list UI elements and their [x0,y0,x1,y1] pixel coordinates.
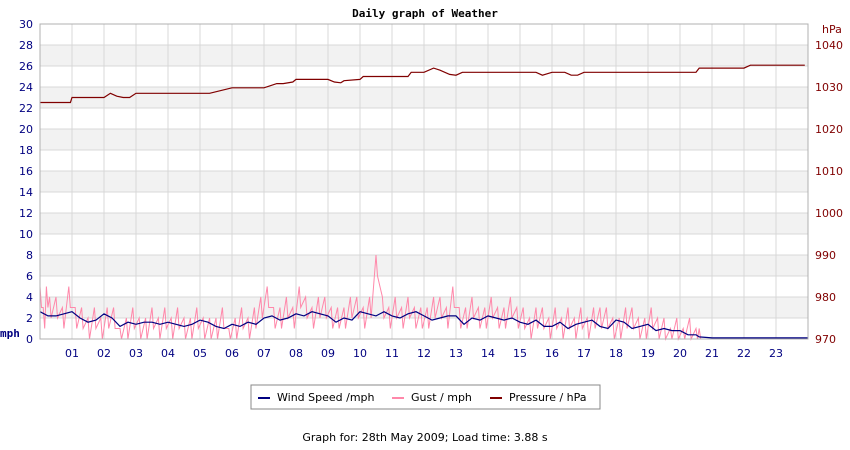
y-left-tick-label: 12 [19,207,33,220]
y-left-tick-label: 30 [19,18,33,31]
x-tick-label: 03 [129,347,143,360]
y-left-tick-label: 10 [19,228,33,241]
y-left-tick-label: 8 [26,249,33,262]
x-tick-label: 15 [513,347,527,360]
y-right-tick-label: 1000 [815,207,843,220]
y-left-tick-label: 16 [19,165,33,178]
x-tick-label: 05 [193,347,207,360]
x-tick-label: 21 [705,347,719,360]
x-tick-label: 12 [417,347,431,360]
x-tick-label: 02 [97,347,111,360]
x-tick-label: 07 [257,347,271,360]
y-right-tick-label: 1010 [815,165,843,178]
y-left-tick-label: 4 [26,291,33,304]
y-right-tick-label: 970 [815,333,836,346]
x-tick-label: 23 [769,347,783,360]
x-tick-label: 16 [545,347,559,360]
x-tick-label: 01 [65,347,79,360]
y-right-tick-label: 1020 [815,123,843,136]
y-right-unit-label: hPa [822,23,842,36]
series-line-wind [39,311,808,339]
y-left-tick-label: 26 [19,60,33,73]
legend-label: Wind Speed /mph [277,391,375,404]
x-tick-label: 04 [161,347,175,360]
y-left-unit-label: mph [0,327,20,340]
x-tick-label: 17 [577,347,591,360]
y-left-tick-label: 24 [19,81,33,94]
x-tick-label: 20 [673,347,687,360]
y-right-tick-label: 1040 [815,39,843,52]
series-line-gust [39,254,702,341]
legend: Wind Speed /mph Gust / mph Pressure / hPa [250,384,601,410]
y-left-tick-label: 0 [26,333,33,346]
series-line-pressure [40,64,805,104]
x-tick-label: 10 [353,347,367,360]
footer-info: Graph for: 28th May 2009; Load time: 3.8… [302,431,548,444]
legend-label: Gust / mph [411,391,472,404]
legend-box [250,384,601,410]
plot-frame [39,23,809,340]
y-left-tick-label: 2 [26,312,33,325]
x-tick-label: 09 [321,347,335,360]
x-tick-label: 13 [449,347,463,360]
x-tick-label: 08 [289,347,303,360]
y-left-tick-label: 20 [19,123,33,136]
y-right-tick-label: 980 [815,291,836,304]
y-left-tick-label: 22 [19,102,33,115]
y-left-tick-label: 18 [19,144,33,157]
x-tick-label: 19 [641,347,655,360]
x-tick-label: 06 [225,347,239,360]
x-tick-label: 14 [481,347,495,360]
legend-label: Pressure / hPa [509,391,587,404]
x-tick-label: 22 [737,347,751,360]
y-left-tick-label: 6 [26,270,33,283]
y-left-tick-label: 14 [19,186,33,199]
chart-title: Daily graph of Weather [352,7,498,20]
x-tick-label: 18 [609,347,623,360]
y-right-tick-label: 990 [815,249,836,262]
y-right-tick-label: 1030 [815,81,843,94]
x-tick-label: 11 [385,347,399,360]
y-left-tick-label: 28 [19,39,33,52]
